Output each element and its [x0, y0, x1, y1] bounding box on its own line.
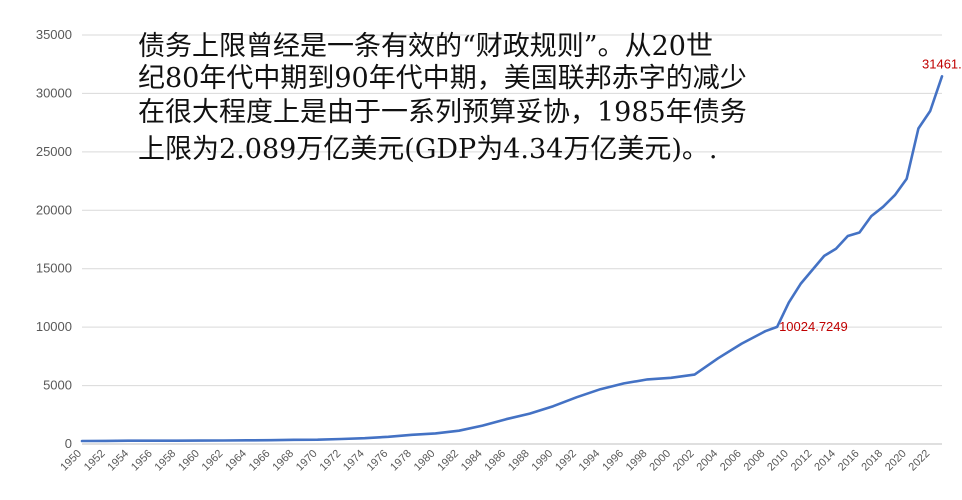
y-tick-label: 10000 [36, 319, 72, 334]
x-tick-label: 2020 [883, 448, 909, 474]
x-tick-label: 1986 [482, 448, 508, 474]
x-tick-label: 1952 [82, 448, 108, 474]
x-tick-label: 2010 [765, 448, 791, 474]
x-tick-label: 1996 [600, 448, 626, 474]
y-tick-label: 20000 [36, 202, 72, 217]
series-layer [80, 75, 944, 443]
y-tick-label: 0 [65, 436, 72, 451]
x-tick-label: 1966 [247, 448, 273, 474]
y-tick-label: 35000 [36, 27, 72, 42]
x-tick-label: 1954 [105, 448, 131, 474]
x-tick-label: 2004 [694, 448, 720, 474]
annotation-line-4: 上限为2.089万亿美元(GDP为4.34万亿美元)。. [138, 134, 717, 165]
x-tick-label: 1992 [553, 448, 579, 474]
x-tick-label: 1962 [200, 448, 226, 474]
gridlines [82, 34, 942, 445]
x-tick-label: 1972 [318, 448, 344, 474]
x-tick-label: 1998 [624, 448, 650, 474]
annotation-line-1: 债务上限曾经是一条有效的“财政规则”。从20世 [138, 31, 713, 62]
x-tick-label: 1990 [530, 448, 556, 474]
annotation-text: 债务上限曾经是一条有效的“财政规则”。从20世 纪80年代中期到90年代中期，美… [138, 31, 747, 165]
y-tick-label: 25000 [36, 144, 72, 159]
x-tick-label: 2022 [907, 448, 933, 474]
x-tick-label: 2016 [836, 448, 862, 474]
x-tick-label: 1980 [412, 448, 438, 474]
x-tick-label: 2006 [718, 448, 744, 474]
x-tick-label: 2002 [671, 448, 697, 474]
x-tick-label: 2014 [812, 448, 838, 474]
series-line [80, 75, 944, 443]
x-tick-label: 1988 [506, 448, 532, 474]
x-tick-label: 1956 [129, 448, 155, 474]
x-tick-label: 2012 [789, 448, 815, 474]
x-tick-label: 1968 [270, 448, 296, 474]
x-tick-label: 2000 [647, 448, 673, 474]
y-tick-label: 30000 [36, 85, 72, 100]
x-tick-label: 1970 [294, 448, 320, 474]
data-labels: 10024.7249 31461.6 [779, 56, 962, 334]
x-tick-label: 2018 [859, 448, 885, 474]
data-label: 10024.7249 [779, 319, 848, 334]
y-axis-ticks: 0 5000 10000 15000 20000 25000 30000 35000 [36, 27, 72, 451]
y-tick-label: 5000 [43, 378, 72, 393]
x-tick-label: 1982 [435, 448, 461, 474]
x-tick-label: 1960 [176, 448, 202, 474]
x-axis-ticks: 1950195219541956195819601962196419661968… [58, 448, 932, 474]
x-tick-label: 1964 [223, 448, 249, 474]
x-tick-label: 1984 [459, 448, 485, 474]
x-tick-label: 1958 [153, 448, 179, 474]
y-tick-label: 15000 [36, 261, 72, 276]
annotation-line-3: 在很大程度上是由于一系列预算妥协，1985年债务 [138, 97, 747, 128]
annotation-line-2: 纪80年代中期到90年代中期，美国联邦赤字的减少 [138, 63, 747, 94]
x-tick-label: 1974 [341, 448, 367, 474]
data-label: 31461.6 [922, 56, 962, 71]
x-tick-label: 2008 [742, 448, 768, 474]
x-tick-label: 1994 [577, 448, 603, 474]
x-tick-label: 1976 [365, 448, 391, 474]
x-tick-label: 1950 [58, 448, 84, 474]
x-tick-label: 1978 [388, 448, 414, 474]
